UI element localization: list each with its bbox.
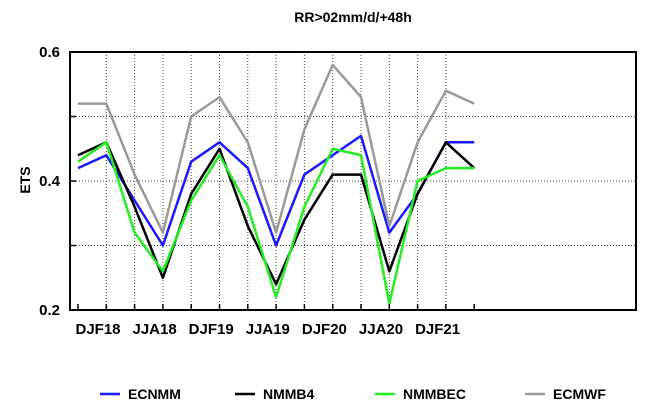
x-tick-label: DJF19	[189, 321, 234, 338]
legend-label-ecmwf: ECMWF	[553, 386, 606, 402]
y-tick-label: 0.2	[39, 302, 60, 319]
series-line-nmmbec	[77, 141, 475, 305]
series-line-ecnmm	[77, 134, 475, 247]
legend-label-nmmb4: NMMB4	[263, 386, 315, 402]
y-tick-label: 0.4	[39, 173, 61, 190]
grid-lines	[70, 52, 636, 310]
chart-title: RR>02mm/d/+48h	[294, 9, 412, 25]
y-axis-label: ETS	[17, 166, 33, 193]
x-tick-label: DJF21	[415, 321, 460, 338]
legend-label-nmmbec: NMMBEC	[403, 386, 466, 402]
axis-ticks: 0.2 0.4 0.6 DJF18 JJA18 DJF19 JJA19 DJF20 JJA20 D…	[39, 44, 475, 338]
x-tick-label: JJA18	[132, 321, 176, 338]
chart-legend: ECNMM NMMB4 NMMBEC ECMWF	[100, 386, 606, 402]
series-lines	[77, 63, 476, 305]
legend-label-ecnmm: ECNMM	[128, 386, 181, 402]
series-line-ecmwf	[78, 63, 475, 234]
x-tick-label: DJF20	[302, 321, 347, 338]
y-tick-label: 0.6	[39, 44, 60, 61]
x-tick-label: DJF18	[75, 321, 120, 338]
x-tick-label: JJA20	[359, 321, 403, 338]
x-tick-label: JJA19	[246, 321, 290, 338]
